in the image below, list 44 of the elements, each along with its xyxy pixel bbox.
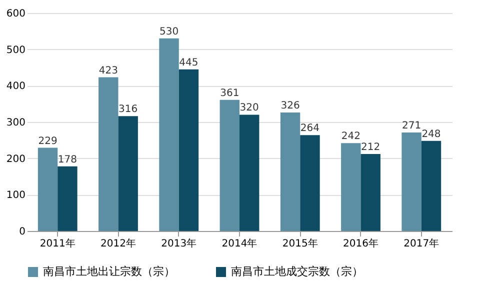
bar xyxy=(159,38,179,231)
data-label: 229 xyxy=(38,136,58,147)
data-label: 316 xyxy=(118,104,138,116)
bar xyxy=(178,69,199,231)
data-label: 212 xyxy=(361,142,380,153)
y-tick-label: 100 xyxy=(6,190,26,202)
data-label: 361 xyxy=(220,88,240,99)
x-tick-label: 2012年 xyxy=(100,238,136,250)
y-tick-label: 500 xyxy=(6,44,26,56)
bar xyxy=(402,132,422,231)
data-label: 326 xyxy=(280,100,300,112)
bar xyxy=(341,143,361,231)
bar xyxy=(360,154,380,231)
bar xyxy=(98,77,118,231)
bar xyxy=(220,100,240,231)
bar xyxy=(118,116,138,231)
bar xyxy=(421,140,442,231)
bar xyxy=(240,114,260,231)
data-label: 178 xyxy=(58,154,78,166)
x-tick-label: 2011年 xyxy=(40,238,76,250)
data-label: 264 xyxy=(300,123,320,134)
y-tick-label: 400 xyxy=(6,81,26,92)
data-label: 320 xyxy=(240,102,259,114)
legend-label: 南昌市土地出让宗数（宗） xyxy=(43,265,175,278)
x-tick-label: 2016年 xyxy=(343,238,378,250)
data-label: 271 xyxy=(402,120,422,132)
x-tick-label: 2015年 xyxy=(282,238,318,250)
y-tick-label: 300 xyxy=(6,118,26,128)
data-label: 530 xyxy=(159,26,179,38)
data-label: 445 xyxy=(179,57,198,68)
bar xyxy=(300,135,320,231)
y-tick-label: 0 xyxy=(19,226,26,238)
bar xyxy=(58,166,78,231)
bar xyxy=(38,148,58,231)
y-tick-label: 600 xyxy=(6,8,26,20)
data-label: 423 xyxy=(98,65,118,76)
y-tick-label: 200 xyxy=(6,154,26,165)
data-label: 248 xyxy=(422,128,441,140)
data-label: 242 xyxy=(341,131,360,142)
legend-label: 南昌市土地成交宗数（宗） xyxy=(231,265,363,278)
bar xyxy=(280,112,300,231)
x-tick-label: 2013年 xyxy=(161,238,197,250)
x-tick-label: 2014年 xyxy=(222,238,258,250)
x-tick-label: 2017年 xyxy=(404,238,440,250)
